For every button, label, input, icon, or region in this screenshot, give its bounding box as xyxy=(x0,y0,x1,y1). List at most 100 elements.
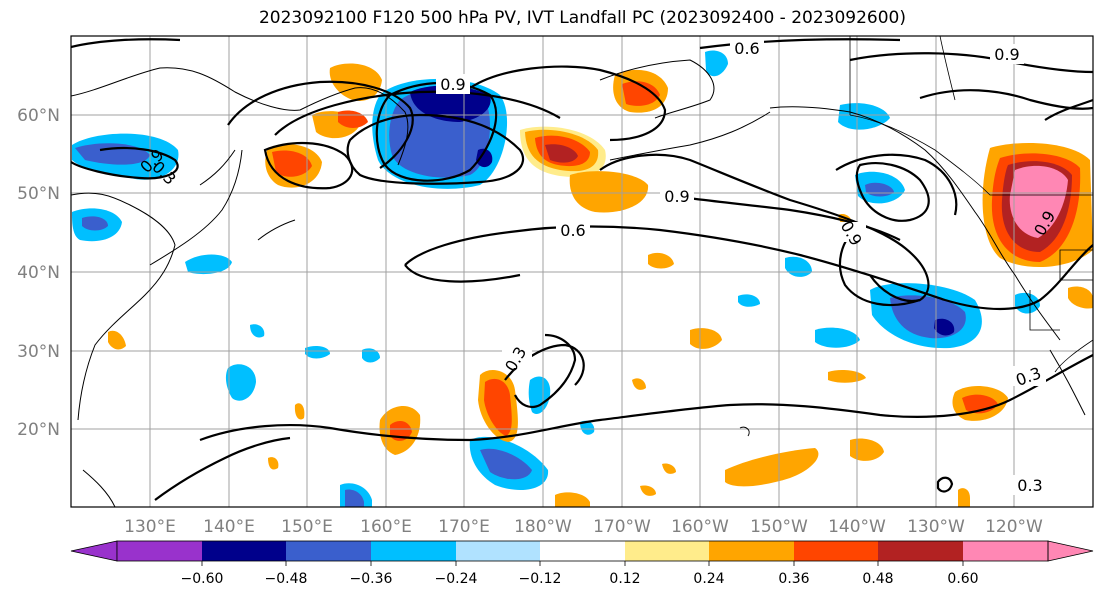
pv-anomaly-negative xyxy=(82,216,108,231)
lon-label: 150°E xyxy=(281,517,333,537)
coastline xyxy=(257,219,296,241)
contour-line xyxy=(71,38,181,49)
pv-anomaly-negative xyxy=(815,327,860,348)
border xyxy=(939,36,956,101)
pv-anomaly-positive xyxy=(268,457,279,470)
colorbar-tick-label: 0.24 xyxy=(693,571,724,587)
colorbar-tick-label: −0.24 xyxy=(435,571,478,587)
pv-anomaly-positive xyxy=(545,144,578,163)
coastline xyxy=(739,426,750,437)
contour-line xyxy=(664,193,901,241)
pv-anomaly-positive xyxy=(569,171,649,213)
pv-anomaly-negative xyxy=(225,364,256,401)
contour-line xyxy=(919,89,1093,110)
colorbar-tick-label: 0.12 xyxy=(609,571,640,587)
pv-anomaly-positive xyxy=(294,403,305,420)
contour-line xyxy=(936,476,954,493)
pv-anomaly-negative xyxy=(410,85,491,122)
pv-anomaly-positive xyxy=(272,150,312,177)
map-title: 2023092100 F120 500 hPa PV, IVT Landfall… xyxy=(258,8,906,28)
coastline xyxy=(71,67,409,166)
pv-anomaly-negative xyxy=(1015,292,1040,314)
map-frame xyxy=(70,35,1094,508)
colorbar-tick-label: −0.48 xyxy=(265,571,308,587)
contour-line xyxy=(404,225,1093,311)
colorbar-segment xyxy=(625,541,709,561)
colorbar-segment xyxy=(540,541,625,561)
colorbar-tick-label: −0.60 xyxy=(181,571,224,587)
coastline xyxy=(1049,349,1086,416)
lon-label: 130°W xyxy=(907,517,965,537)
contour-label: 0.3 xyxy=(1017,476,1042,495)
border xyxy=(1054,339,1093,373)
pv-anomaly-negative xyxy=(480,448,532,480)
contour-line xyxy=(154,436,291,501)
contour-line xyxy=(514,333,577,409)
pv-anomaly-negative xyxy=(185,254,232,275)
pv-anomaly-positive xyxy=(662,463,676,474)
colorbar-segment xyxy=(202,541,286,561)
contour-label: 0.6 xyxy=(560,221,585,240)
pv-anomaly-positive xyxy=(648,252,674,269)
contour-line xyxy=(274,90,561,136)
lon-label: 140°E xyxy=(203,517,255,537)
lon-label: 170°E xyxy=(438,517,490,537)
colorbar-tick-label: −0.36 xyxy=(350,571,393,587)
lat-label: 30°N xyxy=(17,342,60,362)
pv-anomaly-positive xyxy=(555,492,590,507)
lon-label: 130°E xyxy=(124,517,176,537)
colorbar-segment xyxy=(117,541,202,561)
pv-anomaly-negative xyxy=(738,294,760,307)
lat-label: 50°N xyxy=(17,184,60,204)
pv-anomaly-negative xyxy=(362,348,380,363)
colorbar-tick-label: 0.48 xyxy=(862,571,893,587)
pv-anomaly-positive xyxy=(1009,165,1068,238)
colorbar-tick-label: −0.12 xyxy=(519,571,562,587)
coastline xyxy=(82,469,116,507)
colorbar-segment xyxy=(371,541,456,561)
coastline xyxy=(71,192,176,421)
pv-anomaly-negative xyxy=(528,376,551,415)
pv-anomaly-negative xyxy=(345,489,364,507)
pv-anomaly-negative xyxy=(476,148,493,168)
lon-label: 170°W xyxy=(593,517,651,537)
contour-line xyxy=(469,65,667,142)
latitude-labels: 60°N 50°N 40°N 30°N 20°N xyxy=(17,106,60,440)
pv-anomaly-positive xyxy=(690,328,722,349)
coastline xyxy=(769,106,1061,341)
pv-anomaly-negative xyxy=(580,420,595,435)
colorbar-min-extension xyxy=(70,540,118,562)
contour-label: 0.9 xyxy=(994,45,1019,64)
lon-label: 160°W xyxy=(671,517,729,537)
pv-anomaly-positive xyxy=(108,330,126,350)
border xyxy=(849,114,1093,196)
pv-anomaly-positive xyxy=(484,378,512,436)
pv-anomaly-positive xyxy=(1068,286,1093,309)
coastlines xyxy=(71,59,1086,507)
lat-label: 40°N xyxy=(17,263,60,283)
colorbar-tick-label: 0.36 xyxy=(778,571,809,587)
lat-label: 60°N xyxy=(17,106,60,126)
colorbar-segment xyxy=(794,541,878,561)
ivt-contours xyxy=(71,38,1093,501)
pv-anomaly-positive xyxy=(622,81,660,106)
lat-label: 20°N xyxy=(17,420,60,440)
pv-anomaly-positive xyxy=(725,448,819,487)
pv-anomaly-negative xyxy=(250,324,265,338)
pv-anomaly-negative xyxy=(934,318,955,336)
contour-label: 0.9 xyxy=(664,187,689,206)
colorbar-segment xyxy=(456,541,540,561)
contour-line xyxy=(199,354,1093,442)
colorbar-segment xyxy=(286,541,371,561)
border xyxy=(1059,249,1093,281)
pv-anomaly-negative xyxy=(305,346,330,359)
contour-label: 0.6 xyxy=(734,39,759,58)
coastline xyxy=(199,149,236,186)
contour-line xyxy=(855,162,930,222)
pv-anomaly-positive xyxy=(632,378,646,390)
contour-line xyxy=(699,38,901,50)
political-borders xyxy=(849,36,1093,373)
coastline xyxy=(149,149,243,266)
coastline xyxy=(599,59,715,119)
